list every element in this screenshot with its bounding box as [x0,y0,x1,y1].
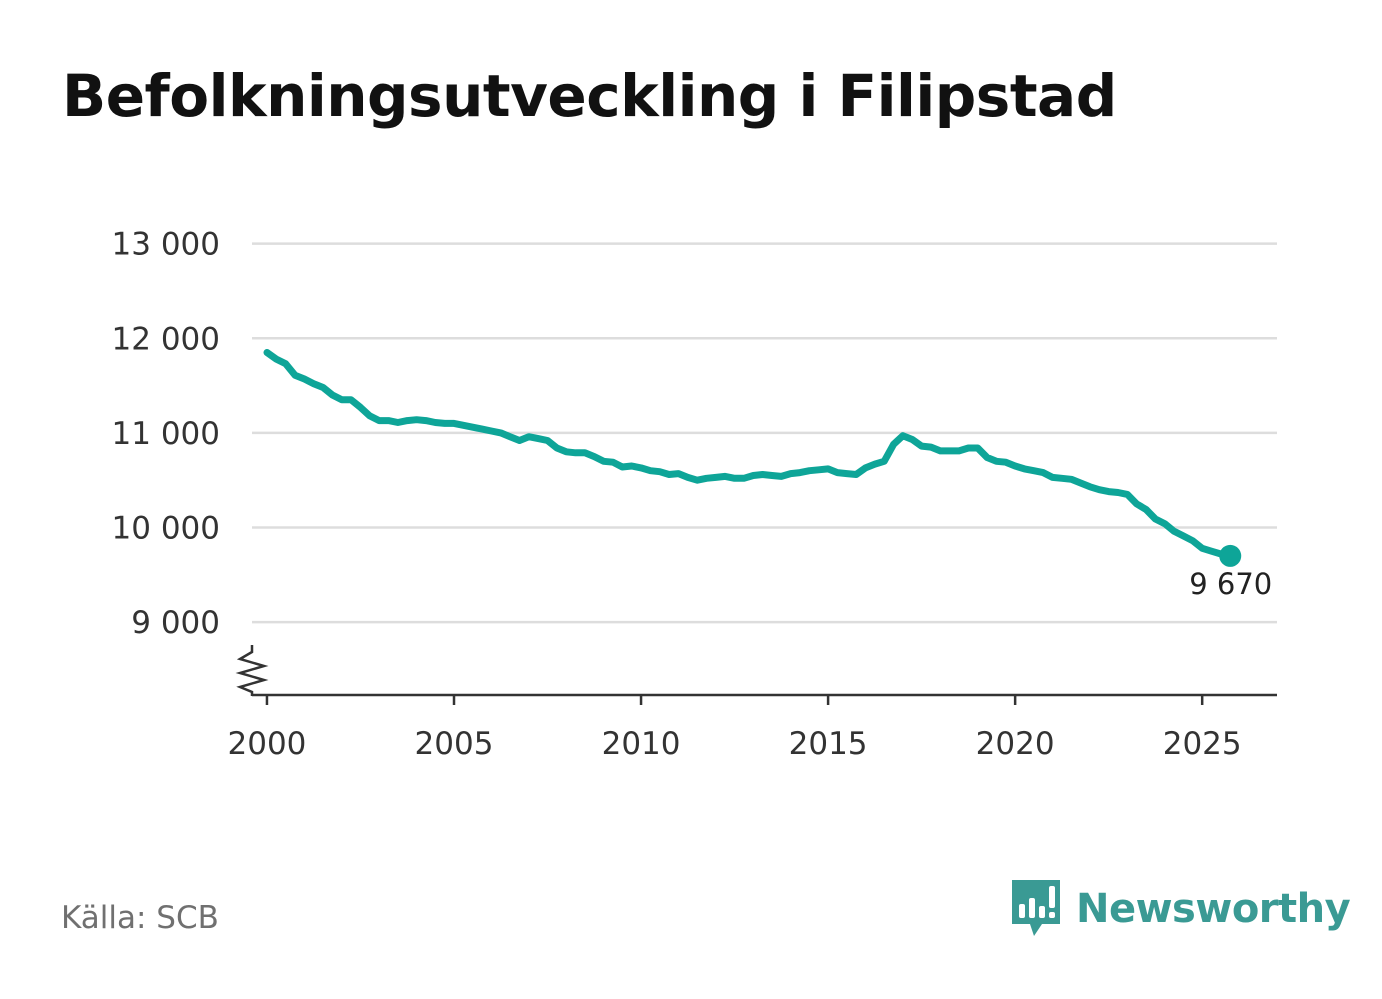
x-tick-label: 2015 [789,726,868,762]
x-tick-label: 2020 [976,726,1055,762]
x-tick-label: 2005 [415,726,494,762]
x-axis [235,645,1277,697]
last-value-label: 9 670 [1189,567,1272,601]
y-tick-label: 11 000 [112,416,220,452]
x-tick-label: 2010 [602,726,681,762]
brand-logo[interactable]: Newsworthy [1010,878,1351,940]
brand-name: Newsworthy [1076,886,1351,932]
last-point-marker [1219,544,1242,567]
y-axis-tick-labels: 9 000 10 000 11 000 12 000 13 000 [112,227,220,641]
x-tick-label: 2000 [228,726,307,762]
data-labels: 9 670 [1189,567,1272,601]
y-tick-label: 13 000 [112,227,220,263]
series-line [263,349,1234,560]
series-layer [263,349,1242,567]
y-tick-label: 9 000 [131,605,220,641]
chart-title: Befolkningsutveckling i Filipstad [62,62,1117,130]
y-tick-label: 12 000 [112,321,220,357]
source-label: Källa: SCB [61,900,219,936]
newsworthy-logo-icon [1012,880,1060,936]
x-tick-label: 2025 [1163,726,1242,762]
y-tick-label: 10 000 [112,511,220,547]
axis-break-icon [235,645,269,696]
grid-lines [252,242,1277,624]
x-axis-ticks: 2000 2005 2010 2015 2020 2025 [228,695,1242,762]
